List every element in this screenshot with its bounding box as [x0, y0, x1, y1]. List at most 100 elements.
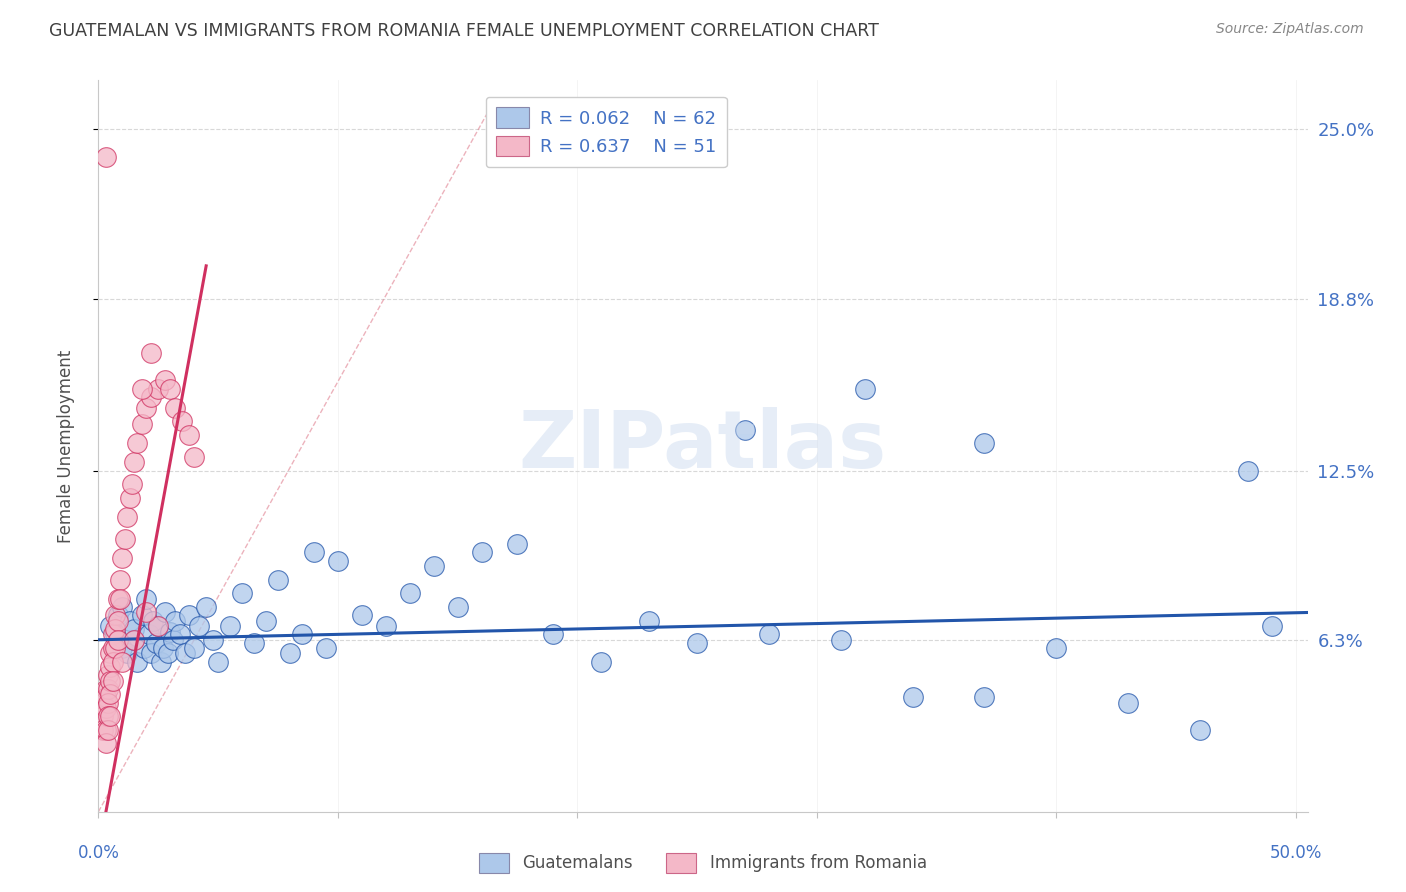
Point — [101, 627, 124, 641]
Point — [139, 346, 162, 360]
Point — [94, 723, 117, 737]
Point — [278, 647, 301, 661]
Point — [1116, 696, 1139, 710]
Point — [94, 701, 117, 715]
Point — [302, 545, 325, 559]
Point — [267, 573, 290, 587]
Point — [179, 608, 201, 623]
Point — [94, 690, 117, 704]
Point — [973, 690, 995, 704]
Point — [188, 619, 211, 633]
Point — [118, 614, 141, 628]
Point — [118, 491, 141, 505]
Point — [100, 673, 122, 688]
Point — [1188, 723, 1211, 737]
Point — [195, 600, 218, 615]
Point — [107, 632, 129, 647]
Point — [973, 436, 995, 450]
Point — [97, 696, 120, 710]
Point — [139, 390, 162, 404]
Point — [100, 647, 122, 661]
Point — [163, 614, 186, 628]
Point — [124, 455, 146, 469]
Point — [156, 647, 179, 661]
Point — [97, 668, 120, 682]
Point — [100, 619, 122, 633]
Point — [254, 614, 277, 628]
Point — [124, 632, 146, 647]
Point — [506, 537, 529, 551]
Text: 50.0%: 50.0% — [1270, 845, 1322, 863]
Point — [115, 510, 138, 524]
Point — [91, 696, 114, 710]
Point — [94, 681, 117, 696]
Point — [734, 423, 756, 437]
Point — [830, 632, 852, 647]
Point — [108, 573, 131, 587]
Point — [1236, 464, 1258, 478]
Point — [543, 627, 565, 641]
Point — [111, 600, 134, 615]
Point — [315, 640, 337, 655]
Point — [145, 635, 167, 649]
Point — [159, 624, 181, 639]
Point — [853, 382, 876, 396]
Legend: Guatemalans, Immigrants from Romania: Guatemalans, Immigrants from Romania — [472, 847, 934, 880]
Point — [131, 382, 153, 396]
Point — [111, 550, 134, 565]
Point — [131, 417, 153, 432]
Point — [219, 619, 242, 633]
Point — [107, 591, 129, 606]
Point — [470, 545, 492, 559]
Point — [291, 627, 314, 641]
Point — [326, 554, 349, 568]
Point — [111, 655, 134, 669]
Point — [374, 619, 396, 633]
Point — [104, 608, 127, 623]
Point — [104, 622, 127, 636]
Point — [591, 655, 613, 669]
Text: Source: ZipAtlas.com: Source: ZipAtlas.com — [1216, 22, 1364, 37]
Point — [169, 627, 191, 641]
Point — [115, 647, 138, 661]
Point — [148, 619, 170, 633]
Point — [100, 660, 122, 674]
Point — [111, 640, 134, 655]
Point — [132, 640, 155, 655]
Text: ZIPatlas: ZIPatlas — [519, 407, 887, 485]
Point — [124, 632, 146, 647]
Point — [100, 687, 122, 701]
Point — [124, 622, 146, 636]
Point — [155, 374, 177, 388]
Point — [149, 655, 172, 669]
Point — [207, 655, 229, 669]
Point — [183, 450, 205, 464]
Point — [148, 382, 170, 396]
Point — [398, 586, 420, 600]
Point — [159, 382, 181, 396]
Point — [135, 401, 157, 415]
Point — [104, 627, 127, 641]
Text: 0.0%: 0.0% — [77, 845, 120, 863]
Point — [202, 632, 225, 647]
Point — [183, 640, 205, 655]
Point — [97, 709, 120, 723]
Point — [97, 681, 120, 696]
Text: GUATEMALAN VS IMMIGRANTS FROM ROMANIA FEMALE UNEMPLOYMENT CORRELATION CHART: GUATEMALAN VS IMMIGRANTS FROM ROMANIA FE… — [49, 22, 879, 40]
Point — [163, 401, 186, 415]
Point — [125, 655, 148, 669]
Point — [638, 614, 661, 628]
Point — [114, 532, 136, 546]
Point — [1260, 619, 1282, 633]
Point — [179, 428, 201, 442]
Point — [101, 655, 124, 669]
Point — [138, 627, 160, 641]
Point — [107, 614, 129, 628]
Legend: R = 0.062    N = 62, R = 0.637    N = 51: R = 0.062 N = 62, R = 0.637 N = 51 — [485, 96, 727, 167]
Point — [1045, 640, 1067, 655]
Point — [121, 477, 143, 491]
Point — [350, 608, 373, 623]
Point — [91, 709, 114, 723]
Point — [148, 619, 170, 633]
Point — [901, 690, 924, 704]
